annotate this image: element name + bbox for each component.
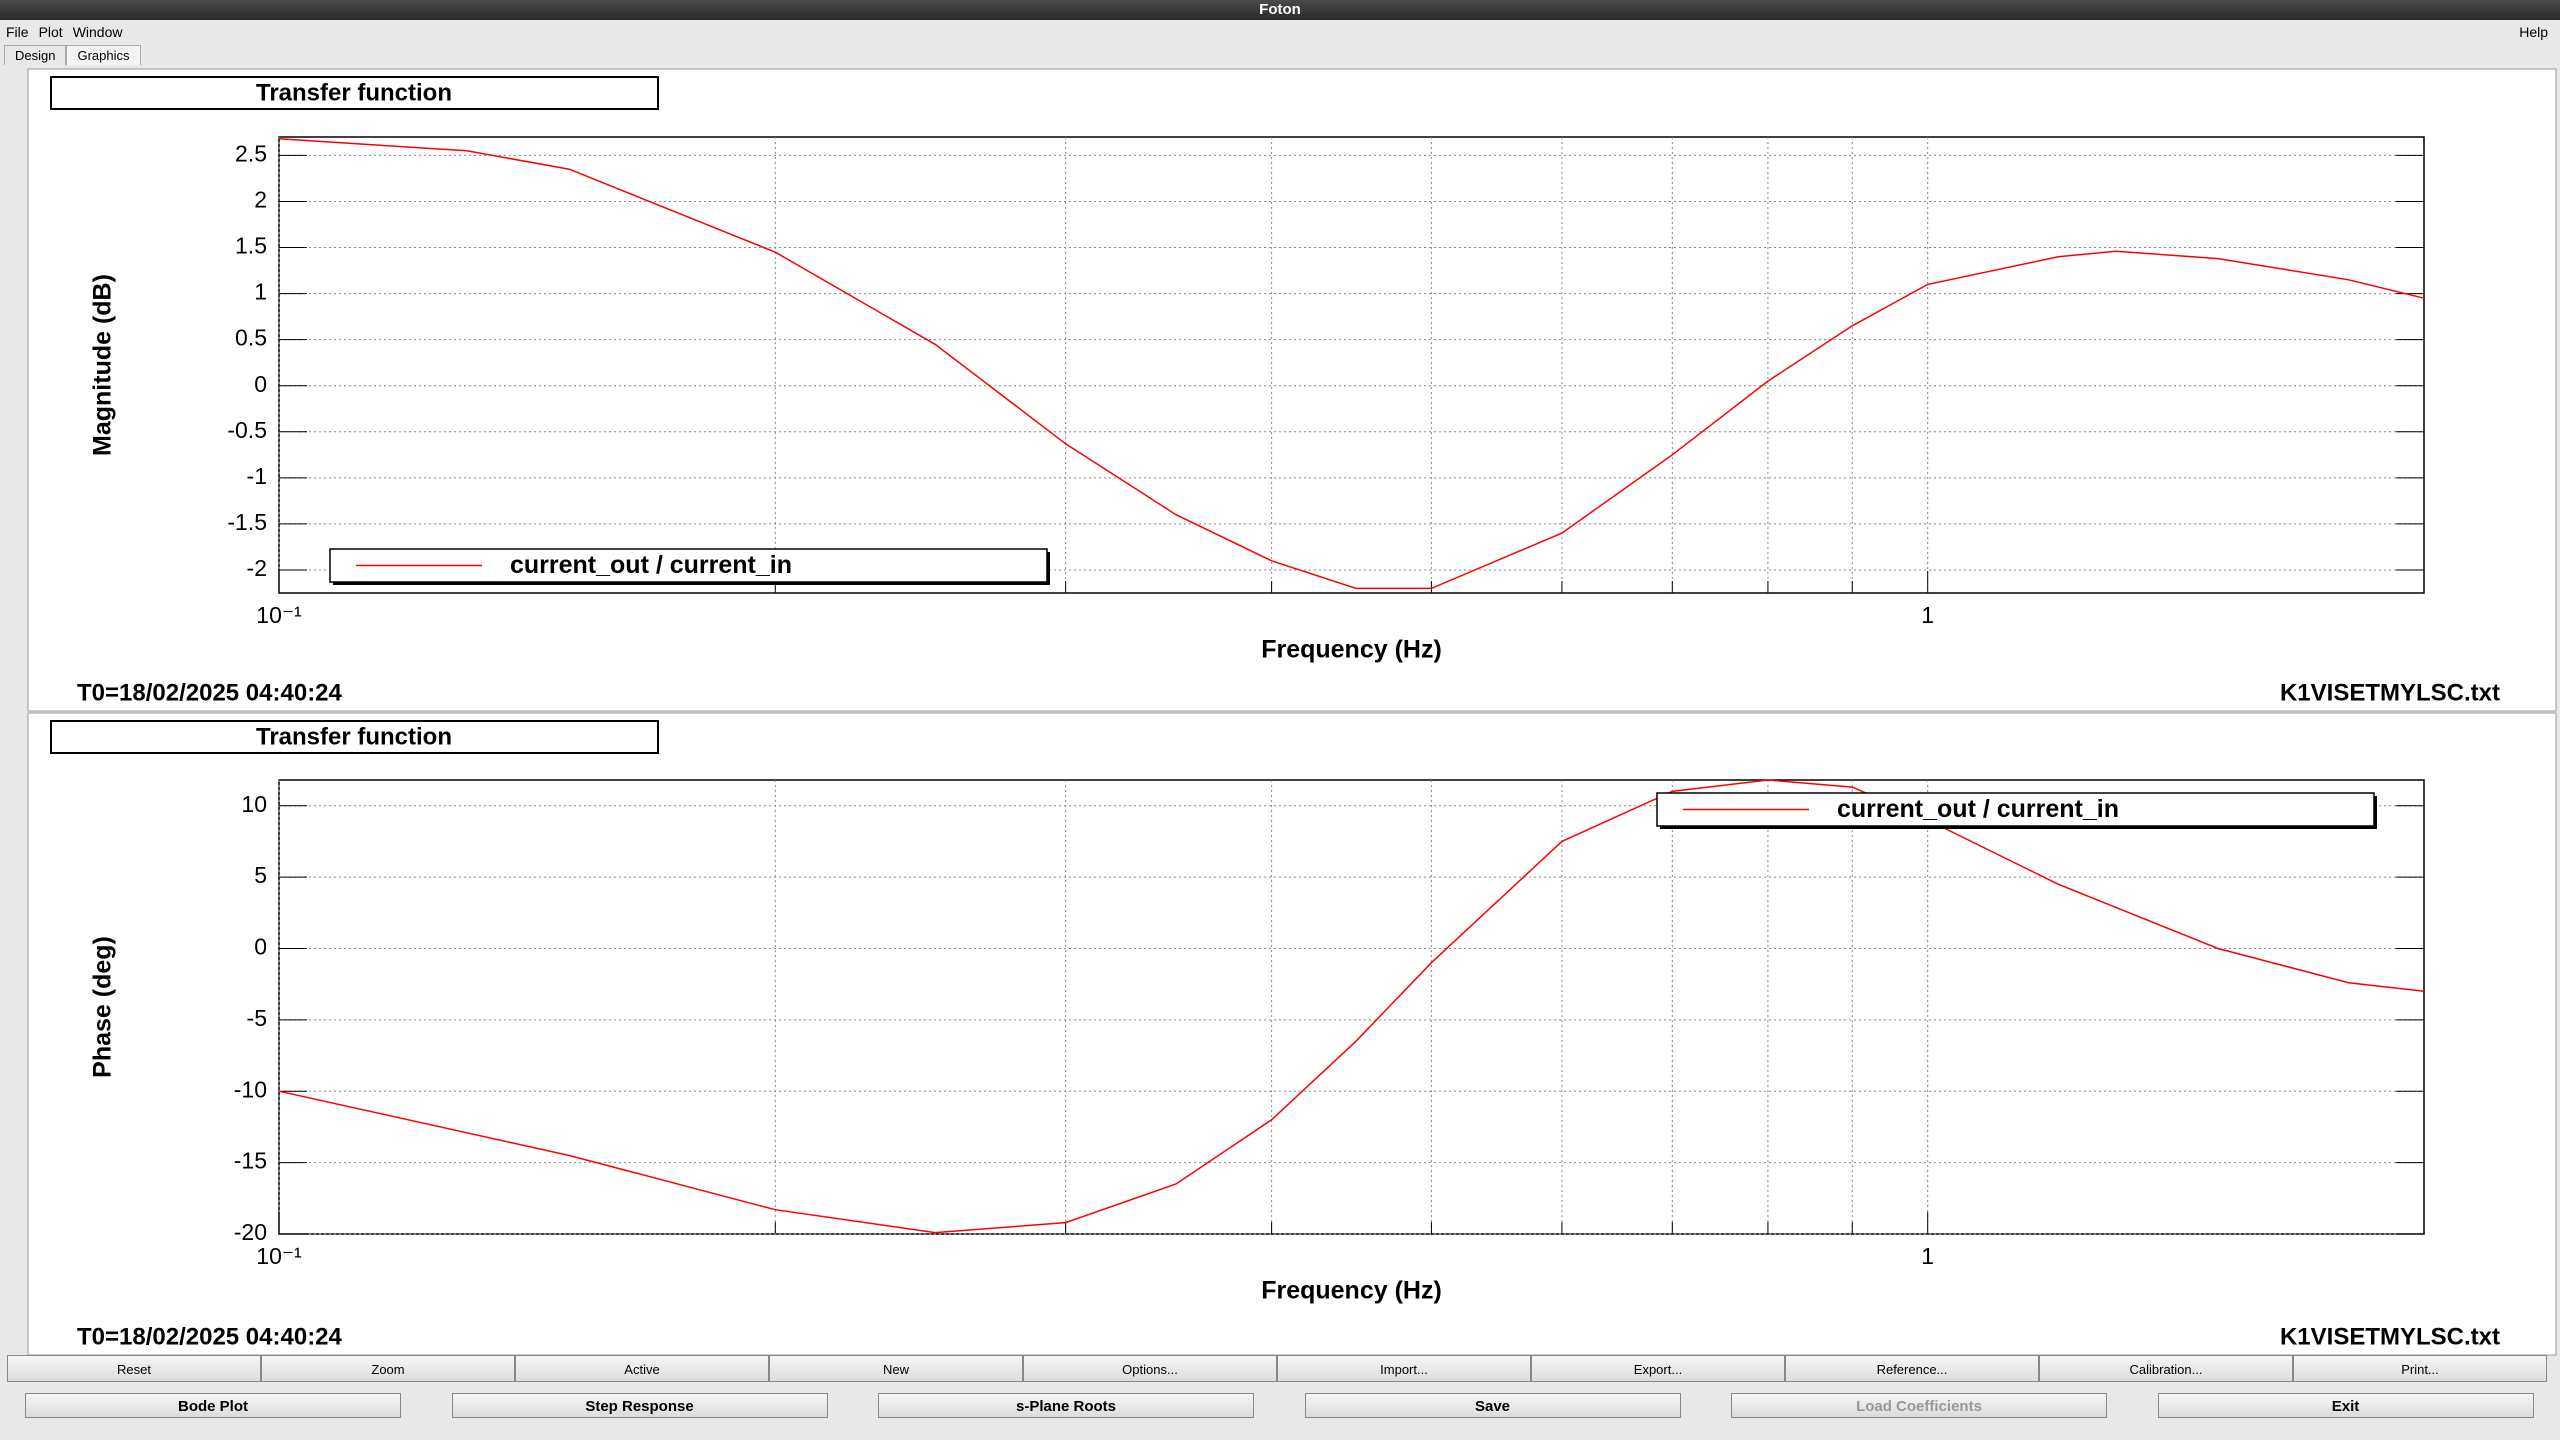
button[interactable]: New (769, 1355, 1023, 1382)
button[interactable]: Reference... (1785, 1355, 2039, 1382)
menu-item[interactable]: File (6, 24, 29, 40)
tabs: Design Graphics (4, 45, 141, 65)
button[interactable]: Calibration... (2039, 1355, 2293, 1382)
y-tick-label: 0 (254, 934, 267, 960)
button[interactable]: s-Plane Roots (878, 1393, 1254, 1418)
legend-label: current_out / current_in (1837, 795, 2119, 823)
y-tick-label: -20 (234, 1219, 267, 1245)
plot-frame (278, 136, 2425, 594)
y-tick-label: 2 (254, 187, 267, 213)
button[interactable]: Options... (1023, 1355, 1277, 1382)
y-tick-label: 10 (241, 791, 267, 817)
data-line (278, 138, 2425, 590)
footer-right: K1VISETMYLSC.txt (2280, 679, 2500, 706)
menu-item[interactable]: Window (72, 24, 123, 40)
button[interactable]: Exit (2157, 1393, 2534, 1418)
legend-label: current_out / current_in (510, 551, 792, 579)
button[interactable]: Print... (2293, 1355, 2547, 1382)
legend: current_out / current_in (1656, 792, 2377, 829)
button[interactable]: Zoom (261, 1355, 515, 1382)
y-tick-label: -2 (247, 555, 267, 581)
button[interactable]: Save (1304, 1393, 1681, 1418)
footer-left: T0=18/02/2025 04:40:24 (77, 679, 343, 706)
footer-left: T0=18/02/2025 04:40:24 (77, 1323, 343, 1350)
x-tick-label: 1 (1921, 602, 1934, 628)
menu-item[interactable]: Plot (38, 24, 63, 40)
button[interactable]: Step Response (451, 1393, 828, 1418)
title-box (50, 720, 659, 754)
button[interactable]: Load Coefficients (1731, 1393, 2107, 1418)
x-tick-label: 10⁻¹ (256, 602, 302, 628)
button[interactable]: Import... (1277, 1355, 1531, 1382)
y-axis-label: Magnitude (dB) (89, 274, 117, 456)
y-tick-label: 1.5 (235, 233, 267, 259)
x-axis-label: Frequency (Hz) (1261, 636, 1442, 664)
y-tick-label: -15 (234, 1148, 267, 1174)
button[interactable]: Active (515, 1355, 769, 1382)
button[interactable]: Bode Plot (25, 1393, 401, 1418)
y-tick-label: 5 (254, 862, 267, 888)
y-tick-label: -1 (247, 463, 267, 489)
x-tick-label: 10⁻¹ (256, 1243, 302, 1269)
plot-title: Transfer function (256, 79, 452, 106)
title-box (50, 76, 659, 110)
footer-right: K1VISETMYLSC.txt (2280, 1323, 2500, 1350)
legend: current_out / current_in (329, 548, 1050, 585)
y-axis-label: Phase (deg) (89, 936, 117, 1078)
button[interactable]: Export... (1531, 1355, 1785, 1382)
y-tick-label: -10 (234, 1076, 267, 1102)
data-line (278, 779, 2425, 1234)
y-tick-label: -1.5 (227, 509, 267, 535)
x-axis-label: Frequency (Hz) (1261, 1277, 1442, 1305)
y-tick-label: 2.5 (235, 141, 267, 167)
menu-bar: File Plot Window Help (0, 22, 2560, 42)
y-tick-label: 0 (254, 371, 267, 397)
menu-help[interactable]: Help (2519, 24, 2548, 40)
plot-title: Transfer function (256, 723, 452, 750)
x-tick-label: 1 (1921, 1243, 1934, 1269)
tab[interactable]: Graphics (66, 45, 141, 65)
tab[interactable]: Design (4, 45, 67, 65)
y-tick-label: -0.5 (227, 417, 267, 443)
window-title: Foton (0, 0, 2560, 20)
y-tick-label: -5 (247, 1005, 267, 1031)
plot-panel (27, 68, 2557, 712)
y-tick-label: 0.5 (235, 325, 267, 351)
y-tick-label: 1 (254, 279, 267, 305)
button[interactable]: Reset (7, 1355, 261, 1382)
